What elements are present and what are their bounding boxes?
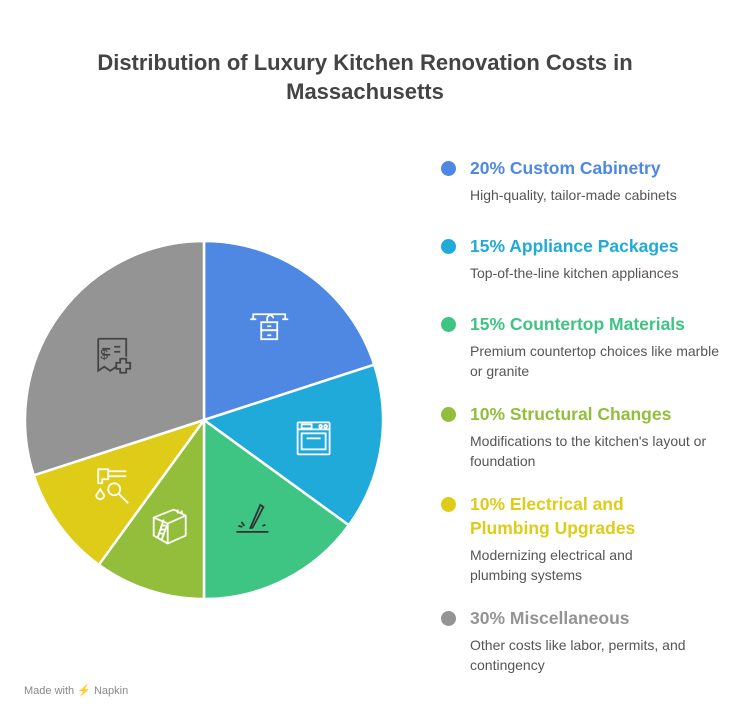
legend-dot: [441, 497, 456, 512]
receipt-plus-icon: $: [97, 337, 132, 374]
cabinet-sink-icon: [250, 313, 289, 341]
legend-item: 20% Custom Cabinetry High-quality, tailo…: [441, 156, 726, 205]
legend-description: Top-of-the-line kitchen appliances: [470, 265, 679, 281]
legend-title: 10% Structural Changes: [470, 404, 672, 424]
legend-item: 15% Countertop Materials Premium counter…: [441, 312, 726, 381]
legend-item: 10% Structural Changes Modifications to …: [441, 402, 726, 471]
legend-description: Premium countertop choices like marble o…: [470, 343, 719, 379]
legend-title: 10% Electrical and Plumbing Upgrades: [470, 494, 636, 538]
pie-slice: [97, 416, 206, 601]
legend-dot: [441, 611, 456, 626]
structure-ladder-icon: [152, 508, 187, 545]
legend-title: 15% Countertop Materials: [470, 314, 685, 334]
oven-icon: [296, 421, 331, 456]
legend-description: High-quality, tailor-made cabinets: [470, 187, 677, 203]
faucet-wrench-icon: [95, 468, 129, 504]
legend-title: 20% Custom Cabinetry: [470, 158, 661, 178]
legend-dot: [441, 317, 456, 332]
legend-dot: [441, 407, 456, 422]
chart-title: Distribution of Luxury Kitchen Renovatio…: [97, 50, 633, 104]
legend-item: 10% Electrical and Plumbing Upgrades Mod…: [441, 492, 671, 585]
napkin-watermark: Made with ⚡ Napkin: [24, 685, 129, 697]
legend-description: Other costs like labor, permits, and con…: [470, 637, 686, 673]
knife-icon: [236, 503, 269, 533]
legend-title: 30% Miscellaneous: [470, 608, 630, 628]
legend-item: 30% Miscellaneous Other costs like labor…: [441, 606, 726, 675]
svg-text:$: $: [100, 346, 108, 362]
legend-description: Modifications to the kitchen's layout or…: [470, 433, 707, 469]
pie-slice: [202, 417, 351, 601]
legend-dot: [441, 161, 456, 176]
legend-title: 15% Appliance Packages: [470, 236, 679, 256]
pie-slice: [201, 363, 385, 527]
pie-slice: [202, 239, 376, 422]
legend-item: 15% Appliance Packages Top-of-the-line k…: [441, 234, 726, 283]
legend-description: Modernizing electrical and plumbing syst…: [470, 547, 633, 583]
legend-dot: [441, 239, 456, 254]
pie-slice: [23, 239, 206, 477]
